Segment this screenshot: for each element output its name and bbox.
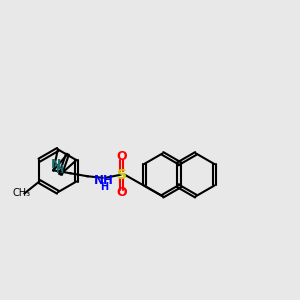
Text: O: O [117,150,127,163]
Text: S: S [117,168,127,182]
Text: NH: NH [94,174,114,187]
Text: H: H [100,182,108,192]
Text: O: O [117,186,127,199]
Text: CH₃: CH₃ [12,188,31,198]
Text: H: H [55,165,63,175]
Text: N: N [51,158,61,170]
